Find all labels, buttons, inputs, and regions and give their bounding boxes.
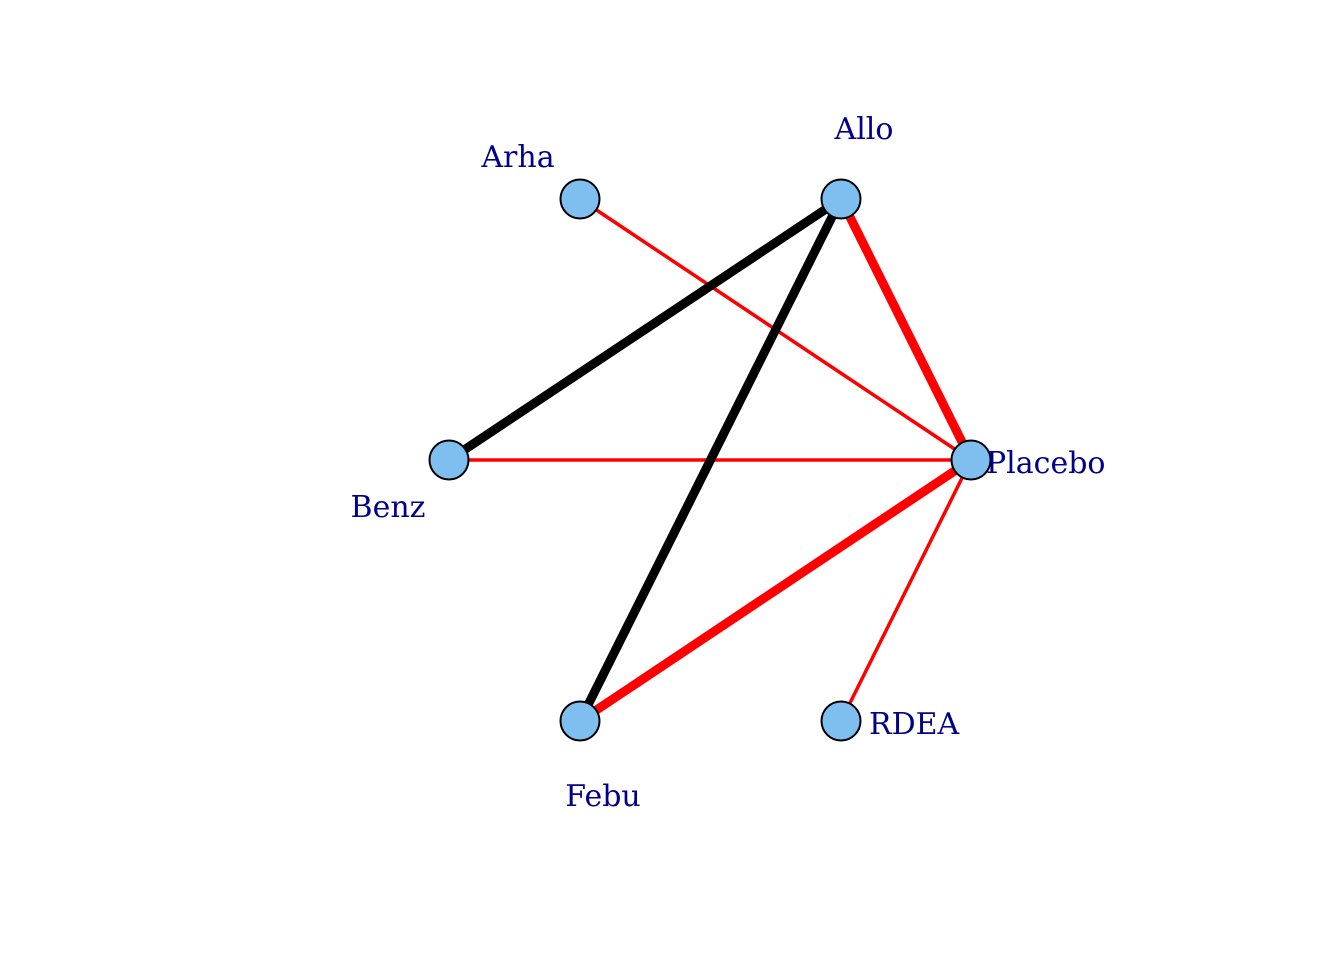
node-label-benz: Benz [351, 490, 426, 525]
nodes-layer [428, 178, 992, 742]
node-label-febu: Febu [565, 779, 640, 814]
node-febu [559, 700, 601, 742]
node-rdea [820, 700, 862, 742]
edge-febu-placebo [577, 456, 974, 725]
node-label-rdea: RDEA [869, 707, 960, 742]
node-label-arha: Arha [480, 140, 554, 175]
edges-layer [446, 195, 976, 725]
labels-layer: Allo Arha Benz Febu RDEA Placebo [351, 112, 1106, 814]
node-benz [428, 439, 470, 481]
edge-rdea-placebo [839, 459, 973, 722]
node-arha [559, 178, 601, 220]
edge-allo-placebo [836, 196, 976, 463]
edge-allo-benz [446, 195, 844, 464]
node-label-allo: Allo [834, 112, 894, 147]
edge-allo-febu [575, 196, 846, 724]
node-placebo [950, 439, 992, 481]
node-allo [820, 178, 862, 220]
node-label-placebo: Placebo [986, 446, 1106, 481]
